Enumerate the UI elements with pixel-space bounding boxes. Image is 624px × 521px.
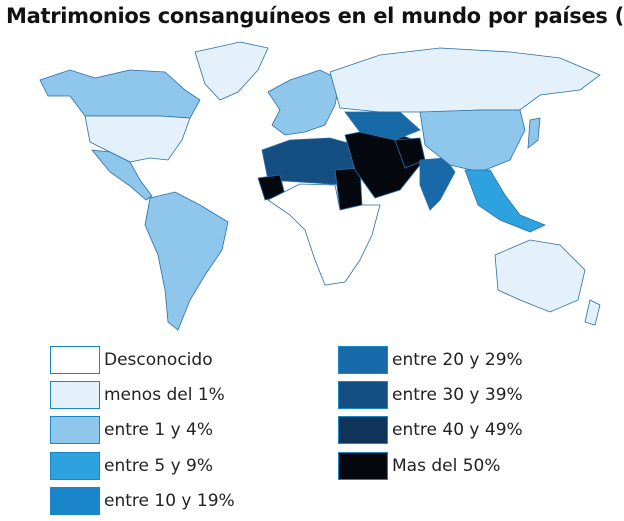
europe bbox=[267, 69, 341, 136]
legend-swatch bbox=[50, 381, 100, 409]
legend-swatch bbox=[338, 346, 388, 374]
legend-swatch bbox=[338, 381, 388, 409]
china bbox=[419, 109, 526, 173]
legend-swatch bbox=[338, 452, 388, 480]
canada bbox=[39, 69, 201, 119]
world-map bbox=[39, 41, 601, 331]
greenland bbox=[194, 41, 269, 101]
legend-label: entre 10 y 19% bbox=[104, 491, 235, 511]
south-america bbox=[144, 191, 229, 331]
japan bbox=[527, 117, 541, 149]
australia bbox=[494, 239, 586, 313]
legend-swatch bbox=[50, 452, 100, 480]
legend-label: Desconocido bbox=[104, 350, 213, 370]
legend-label: Mas del 50% bbox=[392, 456, 501, 476]
legend-swatch bbox=[338, 416, 388, 444]
legend-label: entre 1 y 4% bbox=[104, 420, 214, 440]
usa bbox=[84, 115, 191, 163]
legend-label: entre 30 y 39% bbox=[392, 385, 523, 405]
sub-saharan-africa bbox=[267, 183, 381, 286]
central-asia bbox=[344, 111, 421, 141]
india bbox=[419, 157, 456, 211]
legend-swatch bbox=[50, 416, 100, 444]
new-zealand bbox=[584, 299, 601, 326]
legend-label: entre 20 y 29% bbox=[392, 350, 523, 370]
legend-swatch bbox=[50, 346, 100, 374]
title: Matrimonios consanguíneos en el mundo po… bbox=[6, 4, 624, 28]
russia bbox=[329, 47, 601, 113]
legend-label: entre 5 y 9% bbox=[104, 456, 214, 476]
legend-swatch bbox=[50, 487, 100, 515]
legend-label: menos del 1% bbox=[104, 385, 225, 405]
legend-label: entre 40 y 49% bbox=[392, 420, 523, 440]
southeast-asia bbox=[464, 169, 547, 233]
mexico bbox=[91, 149, 153, 201]
